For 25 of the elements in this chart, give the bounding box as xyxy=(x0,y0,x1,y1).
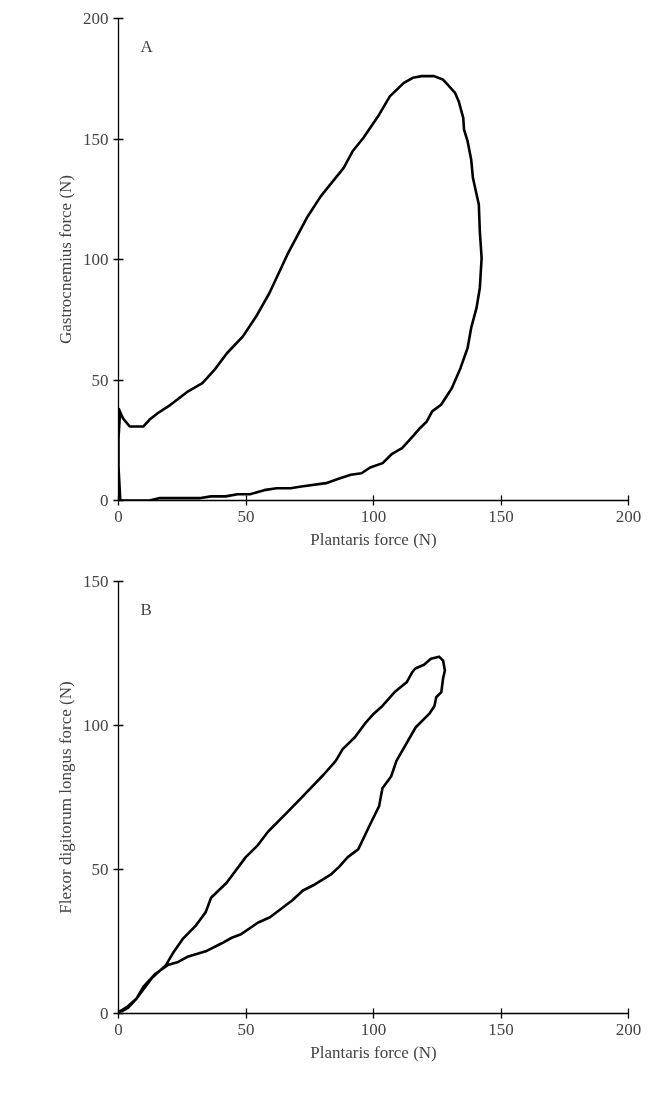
y-axis-title: Gastrocnemius force (N) xyxy=(56,174,75,344)
x-tick-label: 0 xyxy=(114,1019,123,1039)
y-tick-label: 100 xyxy=(83,716,109,735)
x-tick-label: 50 xyxy=(237,506,255,526)
y-tick-label: 150 xyxy=(83,129,109,149)
y-tick-label: 200 xyxy=(83,9,109,28)
y-tick-label: 100 xyxy=(83,250,109,269)
x-tick-label: 0 xyxy=(114,506,123,526)
y-axis-title: Flexor digitorum longus force (N) xyxy=(56,681,75,914)
annotation: A xyxy=(140,37,154,56)
x-tick-label: 150 xyxy=(488,1019,514,1039)
y-tick-label: 50 xyxy=(91,370,109,390)
annotation: B xyxy=(140,600,152,619)
y-tick-label: 0 xyxy=(100,1004,109,1023)
x-tick-label: 200 xyxy=(615,1019,642,1039)
y-tick-label: 50 xyxy=(91,860,109,879)
y-tick-label: 0 xyxy=(100,491,109,510)
x-tick-label: 100 xyxy=(360,506,387,526)
x-tick-label: 50 xyxy=(237,1019,255,1039)
x-tick-label: 200 xyxy=(615,506,642,526)
y-tick-label: 150 xyxy=(83,572,109,591)
x-axis-title: Plantaris force (N) xyxy=(310,529,437,549)
x-axis-title: Plantaris force (N) xyxy=(310,1042,437,1062)
x-tick-label: 150 xyxy=(488,506,514,526)
x-tick-label: 100 xyxy=(360,1019,387,1039)
